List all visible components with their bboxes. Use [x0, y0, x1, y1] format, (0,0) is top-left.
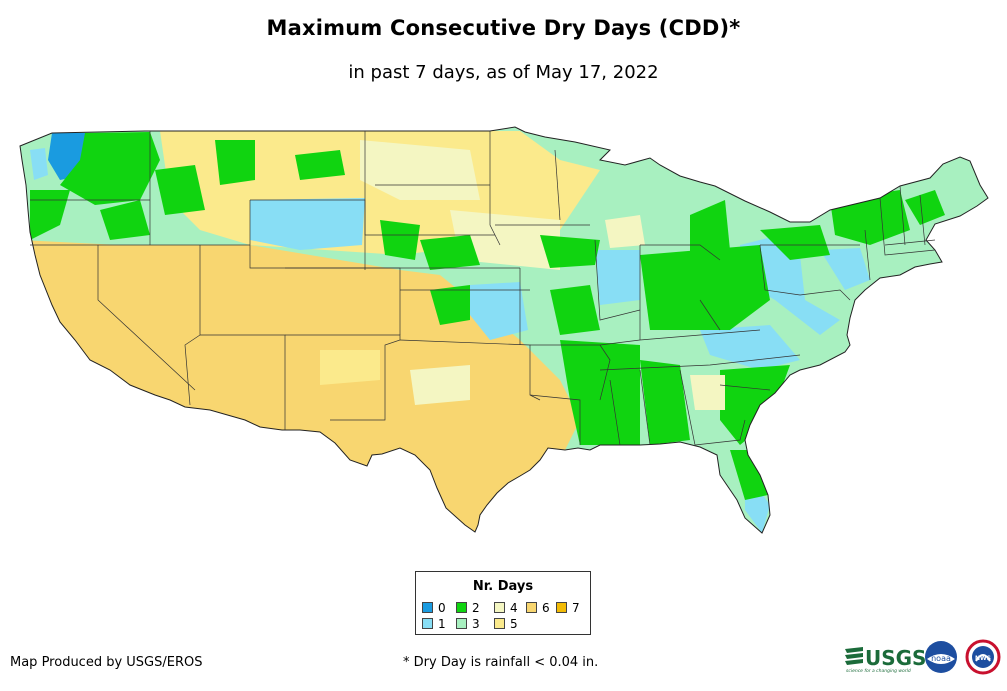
nws-logo: NWS: [965, 639, 1001, 675]
credit-text: Map Produced by USGS/EROS: [10, 655, 203, 670]
legend-label-3: 3: [472, 617, 480, 631]
usgs-logo-text: USGS: [865, 646, 926, 670]
legend-label-5: 5: [510, 617, 518, 631]
legend-item-5: 5: [494, 618, 518, 631]
legend-label-2: 2: [472, 601, 480, 615]
legend-swatch-4: [494, 602, 505, 613]
legend-label-4: 4: [510, 601, 518, 615]
legend-label-7: 7: [572, 601, 580, 615]
nws-logo-text: NWS: [975, 655, 991, 662]
legend-swatch-3: [456, 618, 467, 629]
agency-logos: USGS science for a changing world noaa N…: [845, 639, 1001, 675]
usgs-logo: USGS science for a changing world: [845, 646, 926, 674]
legend-item-0: 0: [422, 602, 446, 615]
legend-label-6: 6: [542, 601, 550, 615]
legend-swatch-0: [422, 602, 433, 613]
usgs-tagline-text: science for a changing world: [846, 668, 911, 674]
legend: Nr. Days 0 1 2 3 4 5 6 7: [415, 571, 591, 635]
legend-title: Nr. Days: [472, 579, 534, 594]
legend-label-0: 0: [438, 601, 446, 615]
noaa-logo-text: noaa: [931, 654, 951, 663]
noaa-logo: noaa: [925, 641, 957, 673]
legend-swatch-5: [494, 618, 505, 629]
legend-item-2: 2: [456, 602, 480, 615]
legend-swatch-7: [556, 602, 567, 613]
legend-swatch-2: [456, 602, 467, 613]
cdd-map: [19, 126, 989, 534]
legend-swatch-1: [422, 618, 433, 629]
legend-item-4: 4: [494, 602, 518, 615]
legend-item-7: 7: [556, 602, 580, 615]
legend-item-3: 3: [456, 618, 480, 631]
legend-swatch-6: [526, 602, 537, 613]
map-title: Maximum Consecutive Dry Days (CDD)*: [266, 16, 741, 40]
legend-label-1: 1: [438, 617, 446, 631]
map-subtitle: in past 7 days, as of May 17, 2022: [348, 62, 659, 83]
legend-item-6: 6: [526, 602, 550, 615]
legend-item-1: 1: [422, 618, 446, 631]
footnote-text: * Dry Day is rainfall < 0.04 in.: [403, 655, 599, 670]
